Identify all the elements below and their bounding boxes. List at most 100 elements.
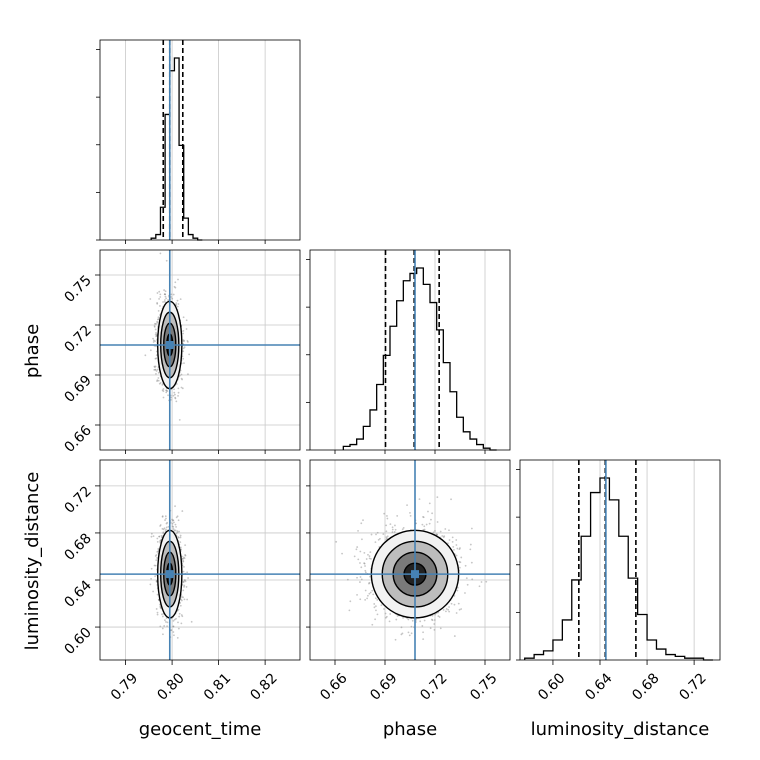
scatter-point: [179, 546, 182, 549]
scatter-point: [149, 583, 152, 586]
scatter-point: [356, 546, 359, 548]
scatter-point: [154, 365, 157, 368]
scatter-point: [383, 512, 386, 515]
truth-marker: [411, 570, 419, 579]
scatter-point: [173, 521, 175, 524]
scatter-point: [180, 386, 183, 389]
scatter-point: [154, 368, 157, 371]
scatter-point: [159, 305, 161, 307]
scatter-point: [379, 537, 381, 540]
scatter-point: [386, 517, 389, 520]
scatter-point: [182, 339, 185, 341]
scatter-point: [183, 579, 186, 581]
scatter-point: [166, 521, 169, 524]
scatter-point: [422, 516, 425, 519]
scatter-point: [172, 631, 175, 633]
scatter-point: [157, 318, 160, 321]
scatter-point: [156, 302, 159, 305]
scatter-point: [465, 577, 468, 580]
scatter-point: [386, 515, 388, 517]
scatter-point: [164, 530, 167, 532]
scatter-point: [180, 373, 183, 376]
scatter-point: [442, 608, 445, 611]
scatter-point: [391, 531, 394, 533]
scatter-point: [170, 296, 173, 298]
scatter-point: [448, 529, 450, 532]
scatter-point: [170, 396, 173, 399]
scatter-point: [154, 575, 157, 578]
histogram-luminosity_distance: [516, 460, 713, 661]
scatter-point: [158, 298, 160, 300]
scatter-point: [175, 302, 178, 304]
scatter-point: [357, 529, 359, 532]
scatter-point: [177, 608, 180, 611]
scatter-point: [176, 530, 179, 533]
scatter-point: [179, 604, 182, 607]
panel-frame-0-0: [99, 39, 301, 241]
scatter-point: [177, 621, 179, 624]
scatter-point: [186, 598, 189, 601]
scatter-point: [402, 616, 404, 619]
scatter-point: [371, 589, 374, 592]
scatter-point: [373, 603, 376, 605]
scatter-point: [159, 296, 162, 298]
scatter-point: [173, 529, 176, 532]
scatter-point: [165, 297, 168, 300]
scatter-point: [164, 293, 167, 296]
scatter-point: [385, 538, 388, 541]
scatter-point: [182, 557, 184, 560]
scatter-point: [364, 569, 367, 572]
scatter-point: [153, 368, 156, 371]
scatter-point: [154, 328, 157, 331]
scatter-point: [182, 581, 185, 584]
scatter-point: [400, 626, 403, 629]
scatter-point: [445, 608, 448, 610]
scatter-point: [166, 621, 169, 624]
scatter-point: [163, 293, 166, 296]
scatter-point: [437, 615, 440, 618]
scatter-point: [171, 297, 174, 300]
scatter-point: [175, 525, 177, 528]
panel-frame-2-1: [309, 459, 511, 661]
scatter-point: [183, 598, 186, 601]
scatter-point: [386, 537, 388, 540]
scatter-point: [368, 581, 371, 584]
scatter-point: [460, 556, 463, 559]
scatter-point: [418, 498, 421, 500]
scatter-point: [156, 537, 159, 540]
scatter-point: [438, 616, 441, 618]
panel-frame-2-0: [99, 459, 301, 661]
scatter-point: [159, 293, 162, 296]
scatter-point: [177, 627, 180, 630]
scatter-point: [154, 357, 157, 360]
scatter-point: [469, 543, 472, 546]
scatter-point: [157, 377, 160, 379]
scatter-point: [177, 519, 180, 522]
scatter-point: [364, 598, 367, 601]
scatter-point: [368, 592, 371, 595]
scatter-point: [156, 292, 159, 294]
scatter-point: [176, 636, 179, 639]
scatter-point: [389, 523, 392, 526]
scatter-point: [174, 529, 177, 532]
scatter-point: [159, 525, 162, 527]
scatter-point: [362, 519, 364, 522]
scatter-point: [190, 620, 193, 623]
scatter-point: [156, 380, 158, 383]
scatter-point: [175, 617, 177, 620]
scatter-point: [464, 592, 466, 594]
scatter-point: [157, 379, 160, 382]
scatter-point: [157, 547, 160, 550]
hist2d-content: [100, 460, 300, 660]
scatter-point: [152, 535, 155, 538]
scatter-point: [164, 295, 167, 298]
scatter-point: [376, 531, 379, 534]
scatter-point: [374, 597, 377, 600]
scatter-point: [156, 611, 159, 614]
scatter-point: [156, 379, 159, 382]
scatter-point: [155, 345, 157, 348]
scatter-point: [375, 609, 377, 612]
scatter-point: [429, 627, 432, 630]
scatter-point: [166, 390, 169, 393]
scatter-point: [183, 565, 185, 568]
